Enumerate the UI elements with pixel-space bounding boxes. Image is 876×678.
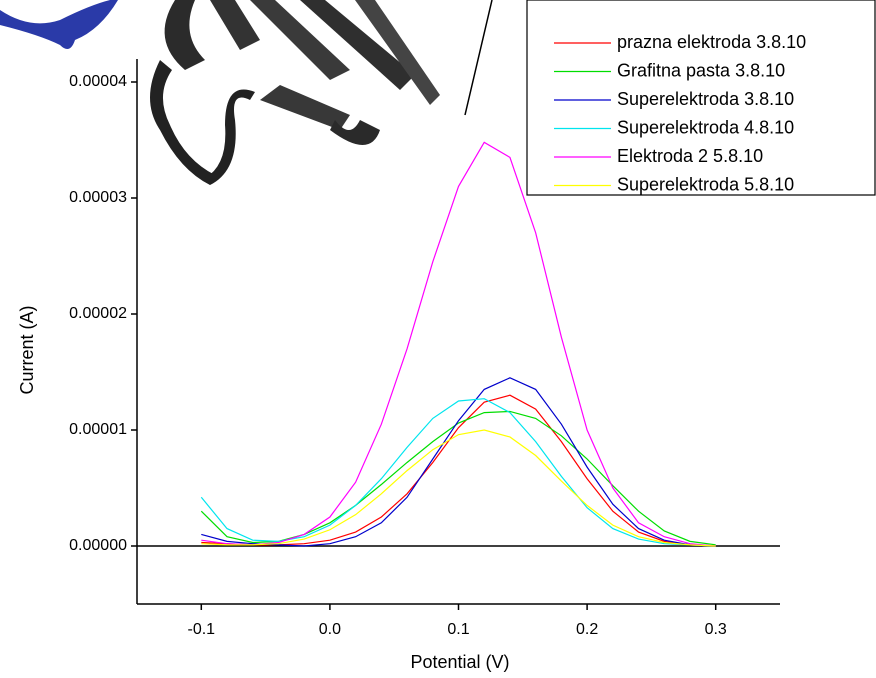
series-line <box>201 377 716 547</box>
series-line <box>200 410 716 546</box>
series-line <box>201 429 716 547</box>
legend-label: Superelektroda 4.8.10 <box>617 117 794 137</box>
y-axis-title: Current (A) <box>17 305 37 394</box>
legend-label: Elektroda 2 5.8.10 <box>617 146 763 166</box>
legend-label: Superelektroda 5.8.10 <box>617 174 794 194</box>
x-axis-title: Potential (V) <box>410 652 509 672</box>
y-tick-label: 0.00004 <box>69 73 127 90</box>
legend-label: Superelektroda 3.8.10 <box>617 89 794 109</box>
y-tick-label: 0.00000 <box>69 537 127 554</box>
legend-box <box>526 0 876 196</box>
x-tick-label: 0.1 <box>447 621 469 638</box>
protein-illustration <box>0 0 440 185</box>
y-tick-label: 0.00002 <box>69 305 127 322</box>
y-tick-label: 0.00003 <box>69 189 127 206</box>
x-tick-label: -0.1 <box>188 621 216 638</box>
y-tick-label: 0.00001 <box>69 421 127 438</box>
pointer-line <box>464 0 493 116</box>
legend-label: prazna elektroda 3.8.10 <box>617 32 806 52</box>
x-tick-label: 0.3 <box>705 621 727 638</box>
legend: prazna elektroda 3.8.10 Grafitna pasta 3.… <box>526 0 876 196</box>
x-tick-label: 0.0 <box>319 621 341 638</box>
legend-label: Grafitna pasta 3.8.10 <box>617 60 785 80</box>
x-tick-label: 0.2 <box>576 621 598 638</box>
series-line <box>201 394 716 547</box>
series-line <box>201 141 716 547</box>
